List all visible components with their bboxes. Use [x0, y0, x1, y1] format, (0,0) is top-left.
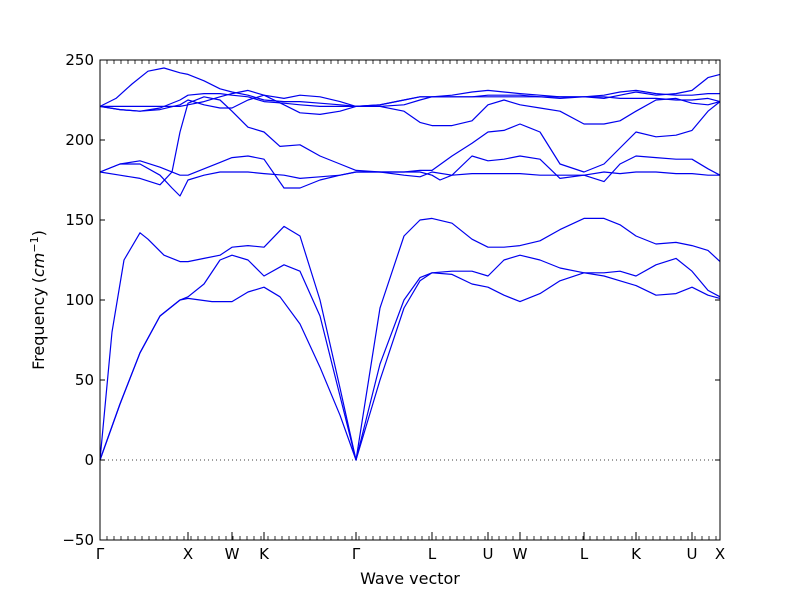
- y-axis-label: Frequency (cm−1): [28, 230, 48, 370]
- series-layer: [99, 67, 721, 461]
- x-axis-label: Wave vector: [360, 569, 460, 588]
- band-line-3: [99, 217, 721, 461]
- x-tick-label: U: [483, 545, 494, 563]
- x-tick-label: L: [428, 545, 437, 563]
- x-tick-label: L: [580, 545, 589, 563]
- y-tick-label: 50: [75, 371, 94, 389]
- y-axis-unit-exponent: −1: [28, 236, 41, 252]
- y-axis-label-text: Frequency: [29, 287, 48, 370]
- label-layer: Wave vector Frequency (cm−1): [28, 230, 460, 588]
- band-line-1: [99, 272, 721, 461]
- y-tick-label: 0: [84, 451, 94, 469]
- x-tick-label: X: [715, 545, 725, 563]
- plot-frame: [99, 59, 721, 541]
- band-line-9: [99, 67, 721, 107]
- x-tick-label: Γ: [96, 545, 105, 563]
- x-tick-label: W: [513, 545, 528, 563]
- x-tick-label: K: [631, 545, 642, 563]
- band-line-10: [100, 89, 720, 107]
- y-tick-label: 150: [65, 211, 94, 229]
- band-line-4: [99, 163, 720, 197]
- y-tick-label: −50: [62, 531, 94, 549]
- y-tick-label: 200: [65, 131, 94, 149]
- y-axis-unit: cm: [29, 253, 48, 277]
- x-tick-label: W: [225, 545, 240, 563]
- y-tick-label: 250: [65, 51, 94, 69]
- band-line-6: [99, 96, 721, 186]
- y-tick-label: 100: [65, 291, 94, 309]
- x-tick-label: K: [259, 545, 270, 563]
- x-tick-label: U: [687, 545, 698, 563]
- band-line-5: [99, 155, 721, 189]
- y-axis-label-close-paren: ): [29, 230, 48, 236]
- band-line-2: [99, 254, 721, 461]
- band-line-7: [99, 94, 721, 127]
- x-tick-label: Γ: [352, 545, 361, 563]
- x-tick-label: X: [183, 545, 193, 563]
- y-axis-label-open-paren: (: [29, 277, 48, 283]
